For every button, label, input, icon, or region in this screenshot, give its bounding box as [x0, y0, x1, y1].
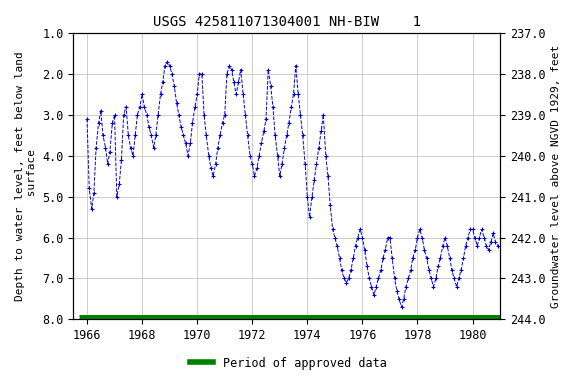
Y-axis label: Depth to water level, feet below land
 surface: Depth to water level, feet below land su…	[15, 51, 37, 301]
Y-axis label: Groundwater level above NGVD 1929, feet: Groundwater level above NGVD 1929, feet	[551, 45, 561, 308]
Title: USGS 425811071304001 NH-BIW    1: USGS 425811071304001 NH-BIW 1	[153, 15, 420, 29]
Legend: Period of approved data: Period of approved data	[185, 352, 391, 374]
